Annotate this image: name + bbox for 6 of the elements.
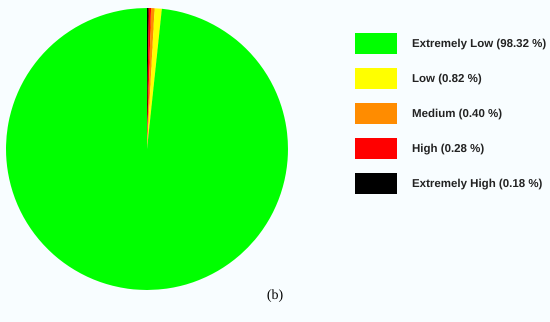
legend-label: Extremely High (0.18 %) xyxy=(412,178,542,190)
text: (b) xyxy=(266,288,284,304)
legend-label: High (0.28 %) xyxy=(412,142,484,154)
legend-label: Medium (0.40 %) xyxy=(412,108,502,120)
legend-label: Low (0.82 %) xyxy=(412,72,482,84)
legend-label: Extremely Low (98.32 %) xyxy=(412,38,546,50)
